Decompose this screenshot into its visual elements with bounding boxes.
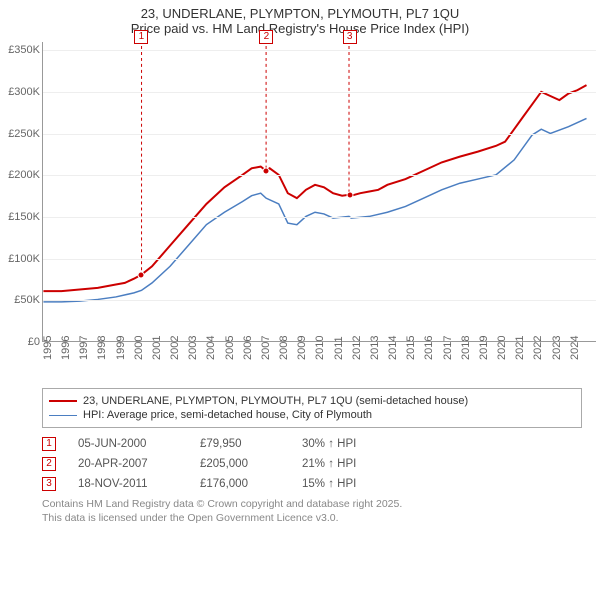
x-axis-label: 2008 bbox=[278, 336, 290, 360]
x-axis-label: 2014 bbox=[387, 336, 399, 360]
x-axis-label: 2015 bbox=[405, 336, 417, 360]
footer-line1: Contains HM Land Registry data © Crown c… bbox=[42, 498, 582, 512]
x-axis-label: 1996 bbox=[60, 336, 72, 360]
transaction-row: 3 18-NOV-2011 £176,000 15% ↑ HPI bbox=[42, 474, 582, 494]
x-axis-label: 2013 bbox=[369, 336, 381, 360]
x-axis-label: 2006 bbox=[242, 336, 254, 360]
x-axis-label: 2000 bbox=[133, 336, 145, 360]
x-axis-label: 1995 bbox=[42, 336, 54, 360]
marker-box: 1 bbox=[134, 30, 148, 44]
gridline bbox=[43, 175, 596, 176]
chart-lines bbox=[43, 42, 596, 341]
legend-box: 23, UNDERLANE, PLYMPTON, PLYMOUTH, PL7 1… bbox=[42, 388, 582, 428]
tx-date: 05-JUN-2000 bbox=[78, 438, 178, 450]
y-axis-label: £150K bbox=[8, 211, 40, 223]
y-axis-label: £100K bbox=[8, 253, 40, 265]
x-axis-label: 2002 bbox=[169, 336, 181, 360]
legend-item-blue: HPI: Average price, semi-detached house,… bbox=[49, 409, 575, 421]
transaction-row: 1 05-JUN-2000 £79,950 30% ↑ HPI bbox=[42, 434, 582, 454]
tx-index-box: 3 bbox=[42, 477, 56, 491]
x-axis-label: 2020 bbox=[496, 336, 508, 360]
gridline bbox=[43, 92, 596, 93]
marker-box: 3 bbox=[343, 30, 357, 44]
tx-diff: 30% ↑ HPI bbox=[302, 438, 402, 450]
marker-dot bbox=[346, 192, 353, 199]
title-line1: 23, UNDERLANE, PLYMPTON, PLYMOUTH, PL7 1… bbox=[4, 6, 596, 21]
marker-dot bbox=[263, 168, 270, 175]
x-axis-label: 2005 bbox=[224, 336, 236, 360]
tx-price: £176,000 bbox=[200, 478, 280, 490]
tx-index-box: 2 bbox=[42, 457, 56, 471]
legend-item-red: 23, UNDERLANE, PLYMPTON, PLYMOUTH, PL7 1… bbox=[49, 395, 575, 407]
tx-index-box: 1 bbox=[42, 437, 56, 451]
y-axis-label: £300K bbox=[8, 86, 40, 98]
series-hpi bbox=[43, 118, 586, 301]
tx-date: 18-NOV-2011 bbox=[78, 478, 178, 490]
y-axis-label: £250K bbox=[8, 128, 40, 140]
tx-diff: 21% ↑ HPI bbox=[302, 458, 402, 470]
tx-date: 20-APR-2007 bbox=[78, 458, 178, 470]
legend-label-blue: HPI: Average price, semi-detached house,… bbox=[83, 409, 372, 421]
tx-diff: 15% ↑ HPI bbox=[302, 478, 402, 490]
transaction-row: 2 20-APR-2007 £205,000 21% ↑ HPI bbox=[42, 454, 582, 474]
x-axis-label: 2003 bbox=[187, 336, 199, 360]
legend-swatch-blue bbox=[49, 415, 77, 416]
y-axis-label: £50K bbox=[14, 294, 40, 306]
chart-title: 23, UNDERLANE, PLYMPTON, PLYMOUTH, PL7 1… bbox=[0, 0, 600, 38]
tx-price: £205,000 bbox=[200, 458, 280, 470]
x-axis-label: 2009 bbox=[296, 336, 308, 360]
x-axis-label: 2010 bbox=[314, 336, 326, 360]
x-axis-label: 2016 bbox=[423, 336, 435, 360]
marker-dot bbox=[138, 272, 145, 279]
x-axis-label: 2023 bbox=[551, 336, 563, 360]
gridline bbox=[43, 134, 596, 135]
transactions-table: 1 05-JUN-2000 £79,950 30% ↑ HPI 2 20-APR-2007… bbox=[42, 434, 582, 494]
chart-area: 123 £0 £50K £100K £150K £200K £250K £300K £350K… bbox=[0, 38, 600, 388]
marker-box: 2 bbox=[259, 30, 273, 44]
series-price_paid bbox=[43, 85, 586, 291]
x-axis-label: 2022 bbox=[532, 336, 544, 360]
x-axis-label: 2004 bbox=[205, 336, 217, 360]
y-axis-label: £0 bbox=[28, 336, 40, 348]
x-axis-label: 2012 bbox=[351, 336, 363, 360]
gridline bbox=[43, 50, 596, 51]
x-axis-label: 2001 bbox=[151, 336, 163, 360]
footer-line2: This data is licensed under the Open Gov… bbox=[42, 512, 582, 526]
plot-region: 123 bbox=[42, 42, 596, 342]
x-axis-label: 2007 bbox=[260, 336, 272, 360]
legend-label-red: 23, UNDERLANE, PLYMPTON, PLYMOUTH, PL7 1… bbox=[83, 395, 468, 407]
x-axis-label: 1998 bbox=[96, 336, 108, 360]
x-axis-label: 2021 bbox=[514, 336, 526, 360]
y-axis-label: £350K bbox=[8, 44, 40, 56]
x-axis-label: 2019 bbox=[478, 336, 490, 360]
gridline bbox=[43, 217, 596, 218]
x-axis-label: 2017 bbox=[442, 336, 454, 360]
y-axis-label: £200K bbox=[8, 169, 40, 181]
tx-price: £79,950 bbox=[200, 438, 280, 450]
title-line2: Price paid vs. HM Land Registry's House … bbox=[4, 21, 596, 36]
footer-attribution: Contains HM Land Registry data © Crown c… bbox=[42, 498, 582, 525]
x-axis-label: 2011 bbox=[333, 336, 345, 360]
x-axis-label: 1997 bbox=[78, 336, 90, 360]
gridline bbox=[43, 300, 596, 301]
x-axis-label: 2024 bbox=[569, 336, 581, 360]
x-axis-label: 2018 bbox=[460, 336, 472, 360]
legend-swatch-red bbox=[49, 400, 77, 402]
gridline bbox=[43, 259, 596, 260]
x-axis-label: 1999 bbox=[115, 336, 127, 360]
